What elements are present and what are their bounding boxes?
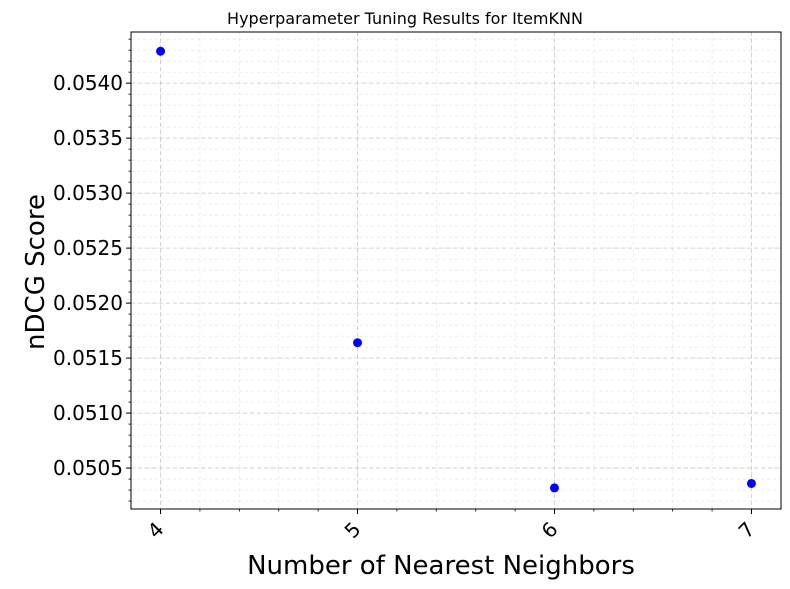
data-point	[156, 46, 166, 56]
y-tick-label: 0.0505	[53, 456, 123, 480]
minor-grid	[131, 32, 781, 509]
y-tick-label: 0.0540	[53, 71, 123, 95]
x-tick-label: 4	[143, 517, 169, 543]
major-grid	[131, 32, 781, 509]
data-point	[746, 478, 756, 488]
chart-title: Hyperparameter Tuning Results for ItemKN…	[227, 9, 583, 28]
y-axis-label: nDCG Score	[21, 194, 51, 350]
y-tick-label: 0.0520	[53, 291, 123, 315]
axis-ticks: 4 5 6 7 0.0505 0.0510 0.0515 0.0520 0.0525 0.0530…	[53, 38, 760, 543]
x-tick-label: 7	[734, 517, 760, 543]
x-axis-label: Number of Nearest Neighbors	[247, 551, 635, 581]
plot-area	[130, 31, 782, 510]
y-tick-label: 0.0530	[53, 181, 123, 205]
data-point	[353, 338, 363, 348]
x-tick-label: 6	[537, 517, 563, 543]
data-points	[156, 46, 756, 493]
y-tick-label: 0.0535	[53, 126, 123, 150]
data-point	[549, 483, 559, 493]
y-tick-label: 0.0515	[53, 346, 123, 370]
x-tick-label: 5	[340, 517, 366, 543]
y-tick-label: 0.0510	[53, 401, 123, 425]
y-tick-label: 0.0525	[53, 236, 123, 260]
